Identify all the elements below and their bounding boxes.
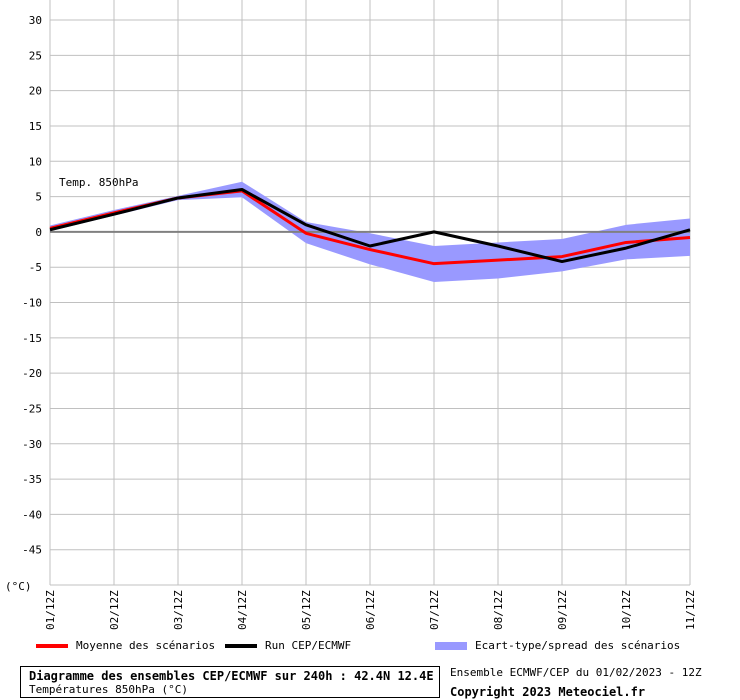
legend-run-swatch: [225, 644, 257, 648]
x-tick-label: 11/12Z: [684, 590, 697, 630]
y-tick-label: -25: [22, 402, 42, 415]
y-tick-label: -10: [22, 297, 42, 310]
y-tick-label: -5: [29, 261, 42, 274]
chart-annotation: Temp. 850hPa: [59, 176, 138, 189]
y-axis-unit: (°C): [5, 580, 32, 593]
y-tick-label: 25: [29, 49, 42, 62]
legend-run-label: Run CEP/ECMWF: [265, 639, 352, 652]
x-tick-label: 01/12Z: [44, 590, 57, 630]
y-tick-label: 5: [35, 191, 42, 204]
copyright: Copyright 2023 Meteociel.fr: [450, 685, 646, 699]
y-tick-label: -35: [22, 473, 42, 486]
x-tick-label: 04/12Z: [236, 590, 249, 630]
y-tick-label: -40: [22, 508, 42, 521]
y-tick-label: -15: [22, 332, 42, 345]
x-tick-label: 06/12Z: [364, 590, 377, 630]
legend-mean-swatch: [36, 644, 68, 648]
y-tick-label: 20: [29, 85, 42, 98]
legend-run: Run CEP/ECMWF: [225, 639, 351, 652]
y-tick-label: -30: [22, 438, 42, 451]
legend-mean: Moyenne des scénarios: [36, 639, 215, 652]
x-tick-label: 09/12Z: [556, 590, 569, 630]
x-tick-label: 07/12Z: [428, 590, 441, 630]
chart-subtitle: Températures 850hPa (°C): [29, 683, 188, 696]
legend-mean-label: Moyenne des scénarios: [76, 639, 216, 652]
y-tick-label: 0: [35, 226, 42, 239]
y-tick-label: 30: [29, 14, 42, 27]
legend-spread: Ecart-type/spread des scénarios: [435, 639, 680, 652]
y-tick-label: 15: [29, 120, 42, 133]
y-tick-label: -45: [22, 544, 42, 557]
y-tick-labels: 30 25 20 15 10 5 0 -5 -10 -15 -20 -25 -30 -35 -40 -45: [22, 14, 42, 557]
x-tick-labels: 01/12Z 02/12Z 03/12Z 04/12Z 05/12Z 06/12Z 07/1…: [44, 590, 697, 630]
run-info: Ensemble ECMWF/CEP du 01/02/2023 - 12Z: [450, 666, 702, 679]
x-tick-label: 02/12Z: [108, 590, 121, 630]
chart: 30 25 20 15 10 5 0 -5 -10 -15 -20 -25 -30 -35 -40 -45 0…: [5, 0, 697, 630]
chart-title-box: Diagramme des ensembles CEP/ECMWF sur 24…: [20, 666, 440, 698]
y-tick-label: -20: [22, 367, 42, 380]
x-tick-label: 05/12Z: [300, 590, 313, 630]
x-tick-label: 08/12Z: [492, 590, 505, 630]
chart-title: Diagramme des ensembles CEP/ECMWF sur 24…: [29, 669, 434, 683]
grid: [49, 0, 691, 586]
x-tick-label: 10/12Z: [620, 590, 633, 630]
legend-spread-label: Ecart-type/spread des scénarios: [475, 639, 681, 652]
run-series-line: [49, 188, 691, 264]
y-tick-label: 10: [29, 155, 42, 168]
x-tick-label: 03/12Z: [172, 590, 185, 630]
legend-spread-swatch: [435, 642, 467, 650]
